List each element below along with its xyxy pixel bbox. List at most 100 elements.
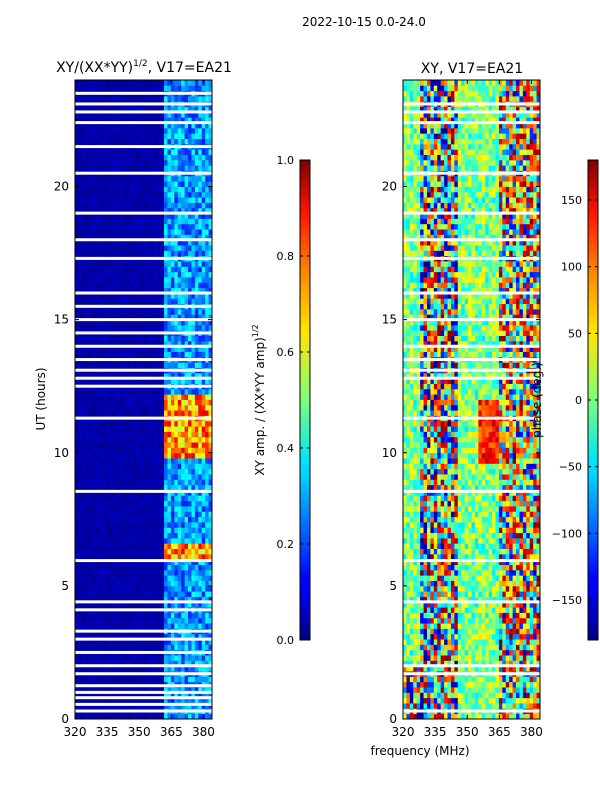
heatmap-cell	[170, 484, 175, 491]
heatmap-cell	[95, 346, 100, 352]
heatmap-cell	[153, 207, 158, 214]
heatmap-cell	[188, 324, 192, 331]
heatmap-cell	[191, 655, 196, 661]
heatmap-cell	[112, 575, 117, 581]
heatmap-cell	[170, 490, 175, 496]
heatmap-cell	[164, 378, 168, 384]
heatmap-cell	[150, 703, 155, 709]
heatmap-cell	[208, 511, 212, 518]
heatmap-cell	[205, 687, 209, 693]
heatmap-cell	[177, 676, 182, 683]
heatmap-cell	[136, 569, 141, 576]
heatmap-cell	[157, 372, 162, 379]
heatmap-cell	[92, 655, 96, 661]
heatmap-cell	[164, 165, 168, 171]
heatmap-cell	[126, 287, 131, 294]
flagged-row	[75, 690, 212, 694]
heatmap-cell	[122, 633, 127, 640]
heatmap-cell	[126, 186, 131, 193]
heatmap-cell	[198, 623, 203, 629]
heatmap-cell	[181, 298, 185, 305]
heatmap-cell	[174, 80, 179, 86]
heatmap-cell	[92, 218, 96, 225]
heatmap-cell	[112, 319, 117, 326]
heatmap-cell	[88, 175, 93, 182]
heatmap-cell	[129, 388, 134, 395]
heatmap-cell	[181, 186, 185, 193]
heatmap-cell	[191, 218, 196, 225]
heatmap-cell	[78, 159, 83, 166]
heatmap-cell	[75, 442, 79, 448]
heatmap-cell	[146, 468, 151, 475]
heatmap-cell	[146, 149, 151, 155]
heatmap-cell	[133, 218, 138, 225]
heatmap-cell	[205, 548, 209, 555]
heatmap-cell	[167, 229, 172, 235]
heatmap-cell	[92, 692, 96, 699]
heatmap-cell	[95, 601, 100, 608]
heatmap-cell	[208, 186, 212, 193]
heatmap-cell	[122, 591, 127, 597]
heatmap-cell	[157, 149, 162, 155]
heatmap-cell	[201, 277, 206, 283]
heatmap-cell	[164, 612, 168, 619]
heatmap-cell	[201, 340, 206, 347]
heatmap-cell	[133, 266, 138, 273]
heatmap-cell	[205, 655, 209, 661]
heatmap-cell	[119, 207, 124, 214]
heatmap-cell	[184, 644, 189, 651]
heatmap-cell	[174, 426, 179, 432]
heatmap-cell	[112, 665, 117, 672]
heatmap-cell	[92, 394, 96, 400]
heatmap-cell	[133, 596, 138, 603]
heatmap-cell	[198, 676, 203, 683]
heatmap-cell	[75, 516, 79, 523]
heatmap-cell	[153, 655, 158, 661]
heatmap-cell	[167, 447, 172, 454]
heatmap-cell	[119, 569, 124, 576]
heatmap-cell	[198, 154, 203, 161]
heatmap-cell	[519, 713, 524, 719]
heatmap-cell	[136, 500, 141, 507]
heatmap-cell	[95, 351, 100, 358]
heatmap-cell	[95, 404, 100, 411]
heatmap-cell	[116, 569, 120, 576]
heatmap-cell	[112, 420, 117, 427]
heatmap-cell	[160, 308, 165, 315]
heatmap-cell	[170, 537, 175, 544]
heatmap-cell	[102, 271, 107, 278]
heatmap-cell	[191, 106, 196, 113]
heatmap-cell	[133, 394, 138, 400]
heatmap-cell	[184, 585, 189, 592]
heatmap-cell	[153, 165, 158, 171]
heatmap-cell	[194, 410, 199, 416]
heatmap-cell	[160, 431, 165, 438]
heatmap-cell	[92, 159, 96, 166]
heatmap-cell	[208, 479, 212, 486]
heatmap-cell	[129, 511, 134, 518]
heatmap-cell	[136, 319, 141, 326]
heatmap-cell	[140, 687, 144, 693]
heatmap-cell	[95, 655, 100, 661]
heatmap-cell	[437, 703, 442, 709]
heatmap-cell	[140, 223, 144, 230]
heatmap-cell	[119, 543, 124, 549]
heatmap-cell	[95, 612, 100, 619]
heatmap-cell	[164, 458, 168, 464]
heatmap-cell	[112, 298, 117, 305]
heatmap-cell	[95, 703, 100, 709]
heatmap-cell	[194, 346, 199, 352]
heatmap-cell	[88, 298, 93, 305]
heatmap-cell	[191, 452, 196, 459]
heatmap-cell	[150, 490, 155, 496]
heatmap-cell	[129, 452, 134, 459]
heatmap-cell	[150, 85, 155, 92]
heatmap-cell	[75, 80, 79, 86]
heatmap-cell	[201, 676, 206, 683]
heatmap-cell	[140, 122, 144, 129]
heatmap-cell	[126, 655, 131, 661]
heatmap-cell	[167, 282, 172, 289]
heatmap-cell	[174, 191, 179, 198]
heatmap-cell	[157, 335, 162, 342]
heatmap-cell	[150, 282, 155, 289]
